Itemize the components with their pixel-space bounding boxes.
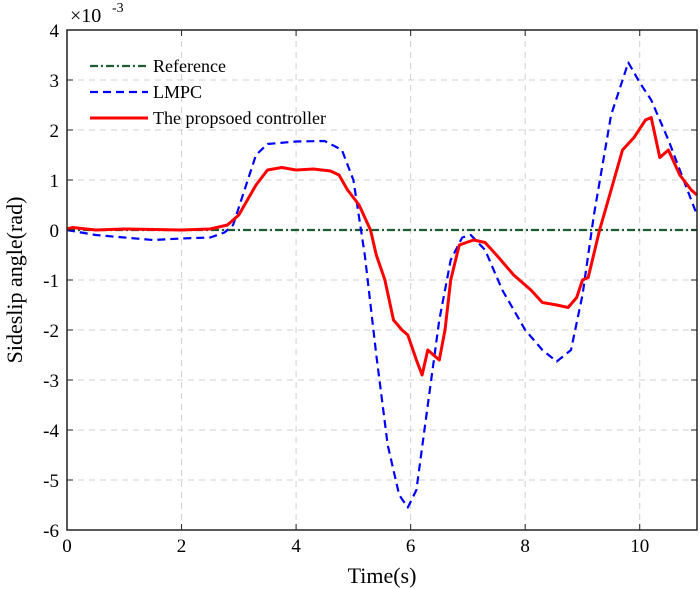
legend-label: Reference <box>153 56 226 76</box>
x-tick-label: 0 <box>62 536 72 557</box>
y-tick-label: -5 <box>43 471 59 492</box>
y-tick-label: -1 <box>43 271 59 292</box>
y-tick-label: -2 <box>43 321 59 342</box>
x-tick-label: 4 <box>291 536 301 557</box>
x-tick-label: 2 <box>177 536 187 557</box>
legend-label: The propsoed controller <box>153 108 326 128</box>
x-tick-label: 6 <box>406 536 416 557</box>
y-tick-label: 2 <box>50 121 60 142</box>
legend-label: LMPC <box>153 82 202 102</box>
x-axis-label: Time(s) <box>348 563 417 588</box>
y-tick-label: 0 <box>50 221 60 242</box>
plot-frame <box>66 29 698 531</box>
series-line-lmpc <box>66 61 699 509</box>
y-exponent: -3 <box>112 1 124 16</box>
y-tick-label: 3 <box>50 71 60 92</box>
y-tick-label: 4 <box>50 21 60 42</box>
x-tick-label: 8 <box>520 536 530 557</box>
series-line-the-propsoed-controller <box>66 116 698 377</box>
grid <box>67 30 697 530</box>
y-tick-label: -3 <box>43 371 59 392</box>
y-tick-label: -4 <box>43 421 59 442</box>
series-lines <box>66 61 699 509</box>
legend: Reference LMPC The propsoed controller <box>90 56 326 128</box>
y-tick-label: 1 <box>50 171 60 192</box>
y-tick-label: -6 <box>43 521 59 542</box>
y-axis-label: Sideslip angle(rad) <box>2 197 27 364</box>
y-exponent-label: ×10 <box>70 5 101 27</box>
ticks: 0 2 4 6 8 10 -6 -5 -4 -3 -2 -1 0 1 2 3 4 <box>43 21 697 557</box>
x-tick-label: 10 <box>630 536 649 557</box>
